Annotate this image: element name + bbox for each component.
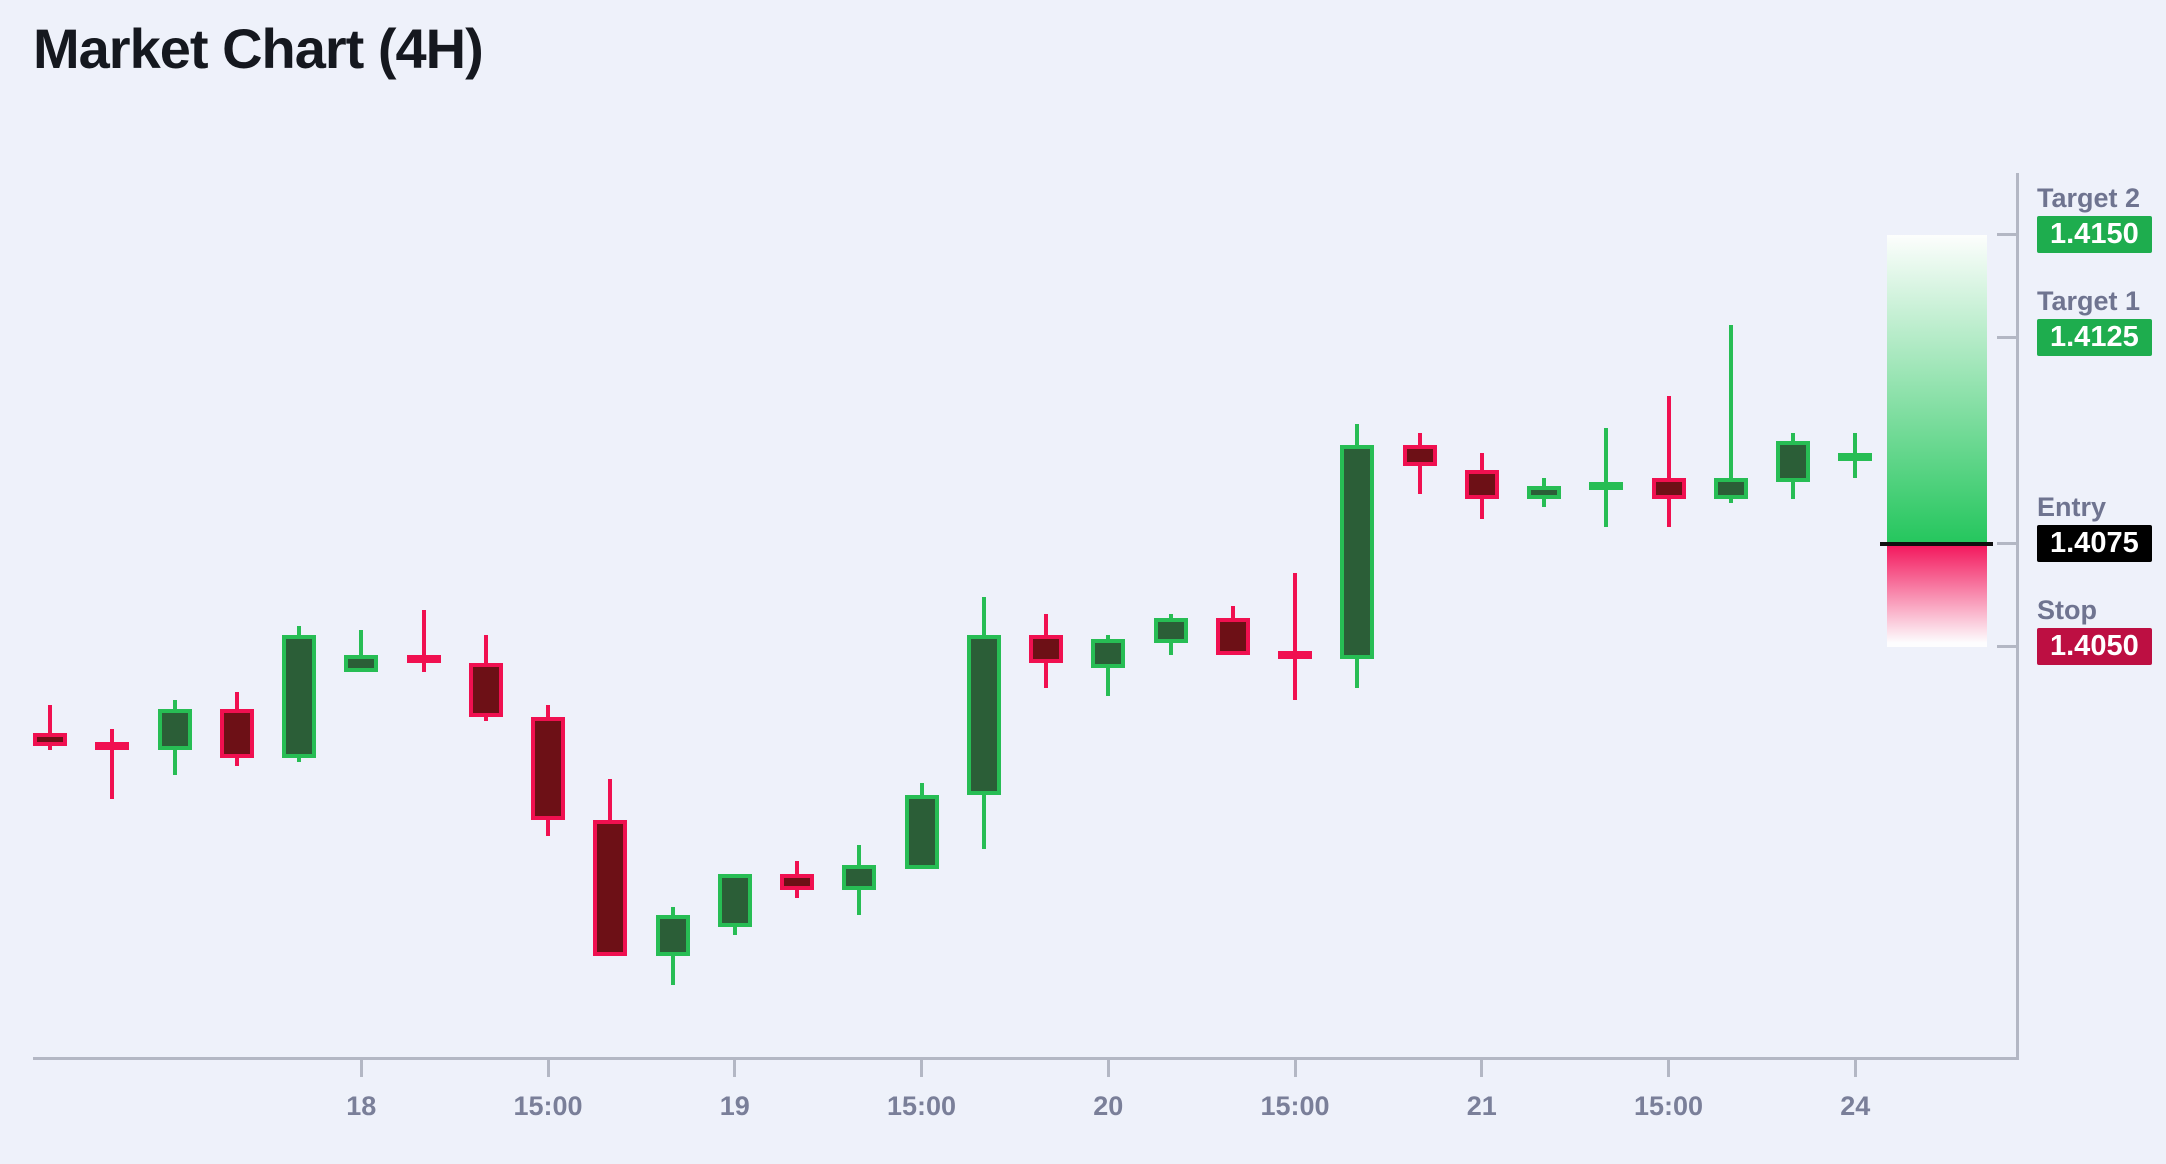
entry-price-line bbox=[1880, 541, 1993, 546]
x-axis-label: 15:00 bbox=[513, 1091, 583, 1121]
candle-body-down bbox=[468, 663, 503, 717]
price-axis-tick bbox=[1997, 336, 2016, 340]
level-badge-entry: 1.4075 bbox=[2037, 525, 2152, 563]
candle-body-down bbox=[1464, 469, 1499, 499]
x-axis-tick bbox=[1106, 1059, 1110, 1077]
candle-wick bbox=[1293, 572, 1297, 701]
x-axis-tick bbox=[359, 1059, 363, 1077]
candle-body-up bbox=[1153, 618, 1188, 643]
profit-zone bbox=[1887, 234, 1987, 544]
x-axis-label: 19 bbox=[719, 1091, 750, 1121]
x-axis-tick bbox=[1293, 1059, 1297, 1077]
candle-body-up bbox=[344, 655, 379, 672]
candle-body-up bbox=[1838, 453, 1873, 462]
level-badge-target-2: 1.4150 bbox=[2037, 216, 2152, 254]
x-axis-label: 24 bbox=[1840, 1091, 1871, 1121]
candle-wick bbox=[110, 729, 115, 800]
candle-body-up bbox=[655, 914, 690, 956]
candle-body-down bbox=[1278, 651, 1312, 660]
candle-body-up bbox=[717, 873, 752, 928]
level-label-stop: Stop bbox=[2037, 594, 2097, 625]
candle-body-down bbox=[1215, 618, 1250, 656]
x-axis-label: 20 bbox=[1093, 1091, 1124, 1121]
price-axis-tick bbox=[1997, 645, 2016, 649]
candle-body-up bbox=[1527, 486, 1561, 499]
candle-body-down bbox=[593, 819, 628, 956]
price-axis-line bbox=[2016, 173, 2019, 1060]
x-axis-label: 18 bbox=[346, 1091, 377, 1121]
x-axis-tick bbox=[546, 1059, 550, 1077]
candle-wick bbox=[421, 609, 426, 672]
x-axis-tick bbox=[1853, 1059, 1857, 1077]
risk-zone bbox=[1887, 543, 1987, 647]
page-title: Market Chart (4H) bbox=[33, 17, 484, 80]
candle-body-down bbox=[95, 741, 130, 750]
candle-body-down bbox=[406, 655, 441, 664]
candle-wick bbox=[48, 704, 52, 750]
x-axis-tick bbox=[920, 1059, 923, 1077]
candle-wick bbox=[1666, 395, 1671, 528]
level-label-entry: Entry bbox=[2037, 491, 2107, 522]
candle-body-up bbox=[1776, 440, 1810, 483]
candle-wick bbox=[1604, 428, 1609, 528]
x-axis-tick bbox=[733, 1059, 737, 1077]
candle-body-down bbox=[1029, 634, 1063, 664]
candle-body-down bbox=[219, 708, 254, 759]
candle-body-up bbox=[1589, 482, 1624, 491]
level-label-target-1: Target 1 bbox=[2037, 285, 2141, 316]
candle-body-down bbox=[1651, 477, 1686, 499]
x-axis-label: 21 bbox=[1466, 1091, 1497, 1121]
candle-wick bbox=[359, 630, 364, 672]
level-badge-stop: 1.4050 bbox=[2037, 628, 2152, 666]
candle-body-up bbox=[1713, 477, 1748, 499]
candle-body-up bbox=[904, 795, 939, 870]
candle-body-down bbox=[33, 733, 67, 746]
candle-body-up bbox=[282, 634, 316, 759]
price-axis-tick bbox=[1997, 233, 2016, 237]
candle-body-down bbox=[1402, 444, 1437, 466]
x-axis-label: 15:00 bbox=[1633, 1091, 1704, 1121]
candle-wick bbox=[1728, 325, 1733, 503]
candle-body-down bbox=[780, 873, 814, 891]
candle-body-up bbox=[157, 708, 192, 750]
candle-body-up bbox=[1091, 638, 1126, 668]
candle-body-down bbox=[531, 716, 565, 820]
x-axis-label: 15:00 bbox=[1260, 1091, 1330, 1121]
x-axis-tick bbox=[1667, 1059, 1670, 1077]
candle-body-up bbox=[966, 634, 1001, 796]
candle-body-up bbox=[1340, 444, 1375, 660]
x-axis-label: 15:00 bbox=[886, 1091, 957, 1121]
price-axis-tick bbox=[1997, 542, 2016, 546]
level-label-target-2: Target 2 bbox=[2037, 182, 2141, 213]
x-axis-line bbox=[33, 1057, 2019, 1060]
candle-body-up bbox=[842, 865, 877, 891]
x-axis-tick bbox=[1480, 1059, 1484, 1077]
level-badge-target-1: 1.4125 bbox=[2037, 319, 2152, 357]
